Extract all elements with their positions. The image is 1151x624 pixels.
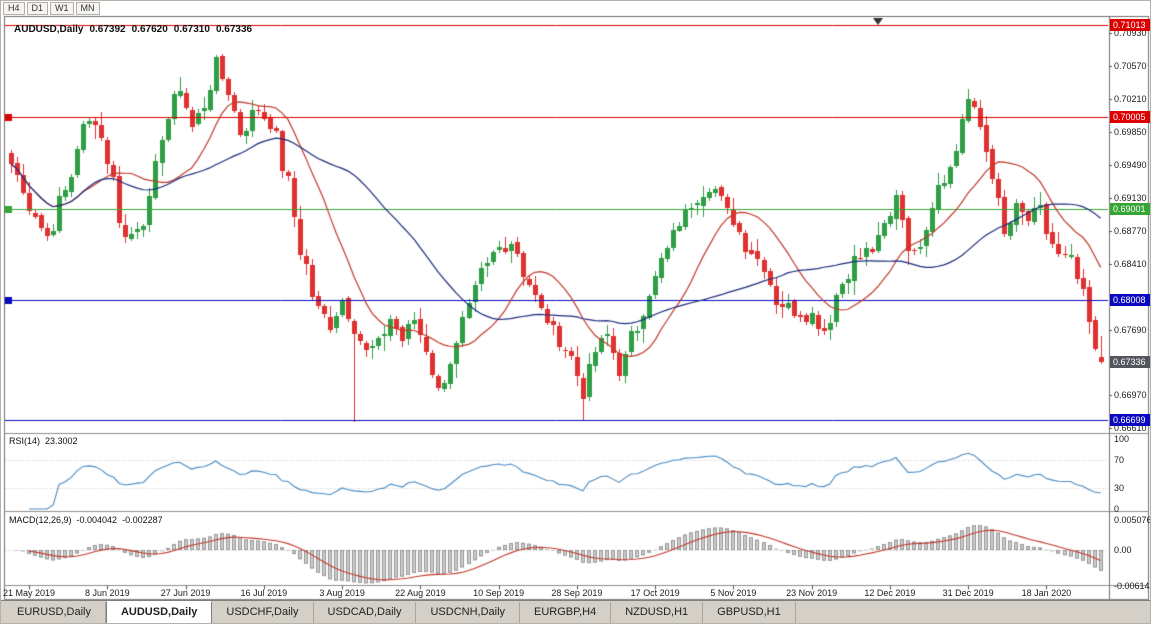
chart-tab-audusd[interactable]: AUDUSD,Daily: [105, 601, 213, 623]
ohlc-close: 0.67336: [215, 24, 253, 35]
macd-main-value: -0.004042: [76, 515, 118, 525]
timeframe-button-h4[interactable]: H4: [3, 1, 25, 15]
date-axis-label: 3 Aug 2019: [319, 588, 365, 598]
date-axis-label: 16 Jul 2019: [240, 588, 288, 598]
chart-tab-gbpusd[interactable]: GBPUSD,H1: [703, 602, 796, 623]
date-axis-label: 12 Dec 2019: [864, 588, 916, 598]
date-axis-label: 5 Nov 2019: [710, 588, 757, 598]
date-axis-label: 10 Sep 2019: [473, 588, 525, 598]
date-axis-label: 28 Sep 2019: [551, 588, 603, 598]
ohlc-low: 0.67310: [173, 24, 210, 35]
hline-price-label: 0.66699: [1110, 414, 1150, 426]
rsi-scale-label: 70: [1114, 455, 1125, 465]
price-axis-tick: 0.70210: [1114, 93, 1147, 104]
macd-scale-label: -0.006148: [1114, 580, 1151, 591]
price-axis-tick: 0.70930: [1114, 27, 1147, 38]
ohlc-open: 0.67392: [89, 24, 126, 35]
date-axis-label: 22 Aug 2019: [395, 588, 446, 598]
timeframe-button-w1[interactable]: W1: [50, 1, 74, 15]
rsi-scale-label: 30: [1114, 483, 1125, 493]
date-axis-label: 31 Dec 2019: [942, 588, 994, 598]
rsi-value: 23.3002: [45, 436, 78, 446]
rsi-name: RSI(14): [9, 436, 41, 446]
hline-price-label: 0.68008: [1110, 294, 1150, 306]
date-axis-label: 18 Jan 2020: [1021, 588, 1072, 598]
chart-tab-nzdusd[interactable]: NZDUSD,H1: [611, 602, 704, 623]
chart-symbol-label: AUDUSD,Daily: [14, 24, 84, 35]
date-axis-label: 27 Jun 2019: [160, 588, 211, 598]
price-axis-tick: 0.70570: [1114, 60, 1147, 71]
price-axis-tick: 0.67690: [1114, 324, 1147, 335]
chart-tab-usdcnh[interactable]: USDCNH,Daily: [416, 602, 521, 623]
price-axis-tick: 0.68410: [1114, 258, 1147, 269]
price-axis-tick: 0.69850: [1114, 126, 1147, 137]
rsi-scale-label: 0: [1114, 504, 1120, 514]
chart-tabs-bar: EURUSD,Daily AUDUSD,Daily USDCHF,Daily USDC…: [1, 600, 1150, 623]
timeframe-button-mn[interactable]: MN: [75, 1, 100, 15]
rsi-scale-label: 100: [1114, 434, 1130, 444]
price-axis-tick: 0.66610: [1114, 423, 1147, 434]
chart-tab-eurgbp[interactable]: EURGBP,H4: [520, 602, 612, 623]
ohlc-high: 0.67620: [131, 24, 168, 35]
hline-price-label: 0.69001: [1110, 203, 1150, 215]
chart-tab-eurusd[interactable]: EURUSD,Daily: [3, 602, 106, 623]
chart-title: AUDUSD,Daily 0.67392 0.67620 0.67310 0.67336: [14, 24, 258, 35]
rsi-indicator-header: RSI(14) 23.3002: [9, 436, 83, 446]
macd-scale-label: 0.005076: [1114, 515, 1151, 526]
hline-price-label: 0.70005: [1110, 111, 1150, 123]
macd-scale-label: 0.00: [1114, 545, 1132, 555]
timeframe-toolbar: H4 D1 W1 MN: [1, 1, 1150, 15]
chart-tab-usdchf[interactable]: USDCHF,Daily: [212, 602, 314, 623]
timeframe-button-d1[interactable]: D1: [26, 1, 49, 15]
current-price-label: 0.67336: [1110, 356, 1150, 368]
price-axis-tick: 0.69490: [1114, 159, 1147, 170]
macd-signal-value: -0.002287: [122, 515, 163, 525]
price-axis-tick: 0.69130: [1114, 192, 1147, 203]
price-axis-tick: 0.66970: [1114, 390, 1147, 401]
hline-price-label: 0.71013: [1110, 19, 1150, 31]
price-axis-tick: 0.68770: [1114, 225, 1147, 236]
date-axis-label: 21 May 2019: [3, 588, 56, 598]
date-axis-label: 17 Oct 2019: [630, 588, 680, 598]
macd-indicator-header: MACD(12,26,9) -0.004042 -0.002287: [9, 515, 168, 525]
date-axis-label: 23 Nov 2019: [786, 588, 838, 598]
macd-name: MACD(12,26,9): [9, 515, 72, 525]
date-axis-label: 8 Jun 2019: [85, 588, 130, 598]
chart-tab-usdcad[interactable]: USDCAD,Daily: [314, 602, 417, 623]
